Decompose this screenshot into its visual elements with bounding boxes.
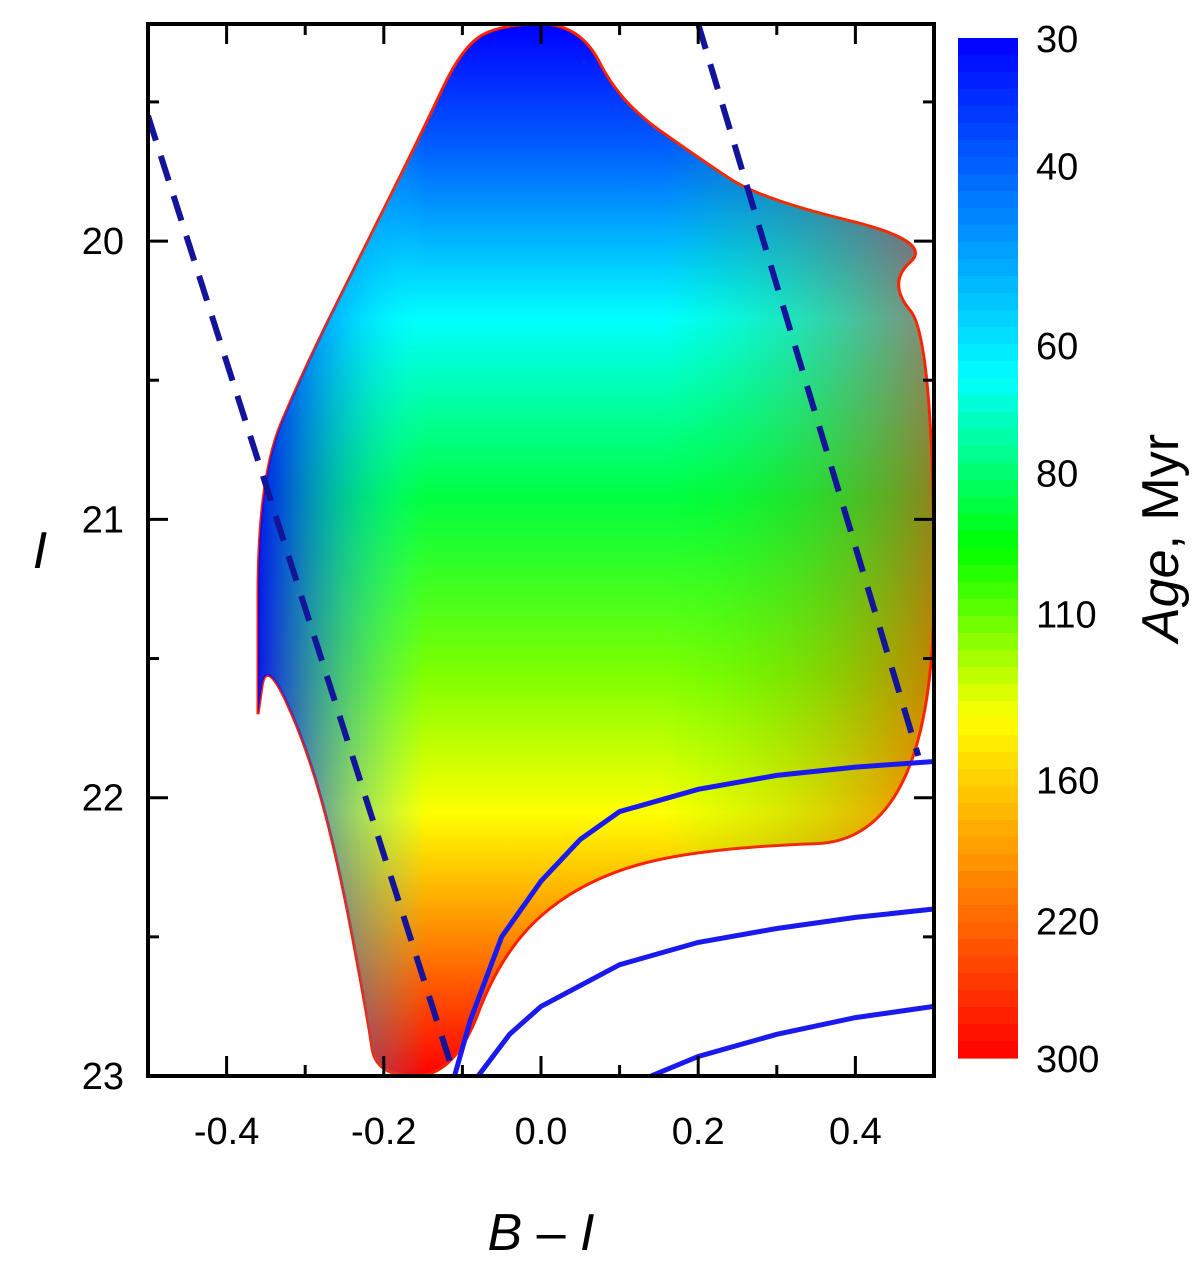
colorbar-title: Age, Myr [1132,434,1190,645]
colorbar-band [958,378,1018,396]
colorbar-band [958,225,1018,243]
colorbar-band [958,769,1018,787]
colorbar-band [958,803,1018,821]
colorbar-band [958,531,1018,549]
colorbar-band [958,344,1018,362]
colorbar-band [958,157,1018,175]
colorbar-band [958,123,1018,141]
colorbar-bands [958,38,1018,1059]
colorbar-band [958,956,1018,974]
x-tick-label: 0.2 [672,1111,725,1153]
y-axis-title: I [33,522,47,580]
colorbar-band [958,140,1018,158]
solid-line-2 [452,759,934,1076]
colorbar-band [958,888,1018,906]
colorbar-band [958,752,1018,770]
x-axis-title-b: B [488,1204,537,1262]
axes: -0.4 -0.2 0.0 0.2 0.4 20 21 22 23 [82,22,936,1153]
colorbar-band [958,514,1018,532]
colorbar-band [958,174,1018,192]
colorbar-band [958,820,1018,838]
colorbar-band [958,599,1018,617]
colorbar-band [958,684,1018,702]
colorbar-band [958,786,1018,804]
colorbar-band [958,1024,1018,1042]
colorbar-band [958,429,1018,447]
x-tick-label: 0.0 [515,1111,568,1153]
x-tick-label: -0.4 [194,1111,259,1153]
colorbar-tick-label: 40 [1036,146,1078,188]
colorbar-band [958,463,1018,481]
colorbar-band [958,633,1018,651]
colorbar-band [958,616,1018,634]
colorbar-band [958,327,1018,345]
colorbar-band [958,837,1018,855]
colorbar-band [958,310,1018,328]
colorbar-band [958,106,1018,124]
colorbar-band [958,973,1018,991]
colorbar-tick-label: 160 [1036,761,1099,803]
colorbar-tick-label: 220 [1036,902,1099,944]
age-region-shading [258,24,934,1076]
plot-area [148,24,934,1076]
colorbar-band [958,650,1018,668]
solid-line-3 [476,906,934,1076]
colorbar-band [958,208,1018,226]
y-tick-label: 23 [82,1056,124,1098]
colorbar-band [958,293,1018,311]
colorbar-band [958,990,1018,1008]
colorbar-band [958,361,1018,379]
colorbar-band [958,735,1018,753]
y-tick-label: 21 [82,499,124,541]
y-tick-label: 22 [82,778,124,820]
colorbar-band [958,718,1018,736]
solid-line-4 [650,1003,934,1076]
dashed-line-1 [695,24,922,757]
colorbar: 30 40 60 80 110 160 220 300 [958,19,1099,1081]
colorbar-band [958,395,1018,413]
age-region-group [148,24,934,1076]
colorbar-band [958,565,1018,583]
colorbar-band [958,412,1018,430]
colorbar-band [958,1007,1018,1025]
colorbar-band [958,89,1018,107]
colorbar-band [958,191,1018,209]
colorbar-band [958,1041,1018,1059]
colorbar-tick-label: 60 [1036,326,1078,368]
colorbar-band [958,276,1018,294]
x-axis-title: B – I [488,1204,595,1262]
colorbar-band [958,939,1018,957]
x-tick-label: -0.2 [351,1111,416,1153]
colorbar-tick-label: 30 [1036,19,1078,61]
colorbar-band [958,72,1018,90]
colorbar-tick-label: 300 [1036,1039,1099,1081]
colorbar-band [958,582,1018,600]
x-axis-title-dash: – [537,1204,566,1262]
colorbar-band [958,259,1018,277]
colorbar-band [958,854,1018,872]
colorbar-band [958,548,1018,566]
colorbar-band [958,242,1018,260]
colorbar-band [958,701,1018,719]
colorbar-title-unit: , Myr [1132,434,1190,550]
colorbar-band [958,497,1018,515]
colorbar-band [958,922,1018,940]
y-tick-label: 20 [82,221,124,263]
colorbar-band [958,667,1018,685]
colorbar-band [958,480,1018,498]
colorbar-band [958,55,1018,73]
x-axis-title-i: I [566,1204,595,1262]
colorbar-tick-label: 110 [1036,595,1097,637]
axis-labels: B – II Age, Myr [33,434,1190,1262]
colorbar-tick-label: 80 [1036,453,1078,495]
x-tick-label: 0.4 [829,1111,882,1153]
colorbar-band [958,871,1018,889]
colorbar-band [958,905,1018,923]
colorbar-band [958,38,1018,56]
colorbar-band [958,446,1018,464]
colorbar-title-age: Age [1132,550,1190,646]
